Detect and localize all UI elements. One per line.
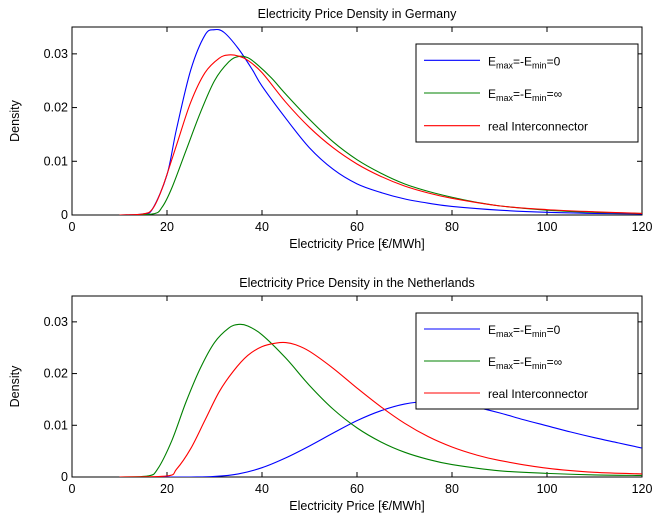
y-tick-label: 0 bbox=[61, 208, 68, 222]
legend-text-part: max bbox=[496, 93, 514, 103]
legend-text-part: =-E bbox=[513, 323, 532, 337]
legend-text-part: =0 bbox=[547, 323, 561, 337]
legend-entry: Emax=-Emin=∞ bbox=[488, 355, 562, 371]
y-tick-label: 0.02 bbox=[44, 101, 68, 115]
legend-text-part: max bbox=[496, 329, 514, 339]
x-tick-label: 60 bbox=[350, 220, 364, 234]
y-tick-label: 0.03 bbox=[44, 315, 68, 329]
legend-entry: real Interconnector bbox=[488, 387, 588, 401]
legend-text-part: =0 bbox=[547, 54, 561, 68]
y-tick-label: 0 bbox=[61, 470, 68, 484]
legend-text-part: min bbox=[532, 93, 547, 103]
legend-text-part: =-E bbox=[513, 54, 532, 68]
x-tick-label: 0 bbox=[69, 482, 76, 496]
legend-text-part: =∞ bbox=[547, 355, 563, 369]
series-line-2 bbox=[119, 323, 642, 477]
legend-text-part: min bbox=[532, 60, 547, 70]
x-tick-label: 60 bbox=[350, 482, 364, 496]
legend-text-part: =∞ bbox=[547, 87, 563, 101]
y-tick-label: 0.01 bbox=[44, 154, 68, 168]
x-tick-label: 20 bbox=[160, 482, 174, 496]
y-tick-label: 0.02 bbox=[44, 367, 68, 381]
chart-panel-1: Electricity Price Density in Germany 0 20 4… bbox=[8, 7, 652, 251]
legend-text-part: real Interconnector bbox=[488, 120, 588, 134]
series-line-1 bbox=[119, 400, 642, 477]
legend-text-part: E bbox=[488, 323, 496, 337]
y-tick-label: 0.03 bbox=[44, 47, 68, 61]
legend-entry: Emax=-Emin=0 bbox=[488, 54, 561, 70]
legend-text-part: max bbox=[496, 361, 514, 371]
y-axis-label: Density bbox=[8, 99, 22, 141]
x-tick-label: 100 bbox=[537, 482, 558, 496]
y-tick-label: 0.01 bbox=[44, 418, 68, 432]
legend-entry: real Interconnector bbox=[488, 120, 588, 134]
x-tick-label: 40 bbox=[255, 482, 269, 496]
legend-text-part: E bbox=[488, 87, 496, 101]
y-axis-label: Density bbox=[8, 365, 22, 407]
legend-entry: Emax=-Emin=∞ bbox=[488, 87, 562, 103]
x-tick-label: 120 bbox=[632, 482, 653, 496]
x-tick-label: 20 bbox=[160, 220, 174, 234]
x-axis-label: Electricity Price [€/MWh] bbox=[289, 499, 424, 513]
x-tick-label: 100 bbox=[537, 220, 558, 234]
legend-text-part: E bbox=[488, 54, 496, 68]
legend-text-part: min bbox=[532, 361, 547, 371]
chart-title: Electricity Price Density in Germany bbox=[258, 7, 457, 21]
x-tick-label: 80 bbox=[445, 482, 459, 496]
legend-entry: Emax=-Emin=0 bbox=[488, 323, 561, 339]
legend-text-part: =-E bbox=[513, 87, 532, 101]
x-tick-label: 80 bbox=[445, 220, 459, 234]
series-line-1 bbox=[119, 28, 642, 215]
x-tick-label: 40 bbox=[255, 220, 269, 234]
legend-text-part: E bbox=[488, 355, 496, 369]
chart-title: Electricity Price Density in the Netherl… bbox=[239, 276, 475, 290]
legend-text-part: =-E bbox=[513, 355, 532, 369]
chart-panel-2: Electricity Price Density in the Netherl… bbox=[8, 276, 652, 513]
series-line-3 bbox=[119, 54, 642, 215]
legend-text-part: min bbox=[532, 329, 547, 339]
x-tick-label: 0 bbox=[69, 220, 76, 234]
x-tick-label: 120 bbox=[632, 220, 653, 234]
series-line-3 bbox=[119, 341, 642, 477]
legend-text-part: max bbox=[496, 60, 514, 70]
x-axis-label: Electricity Price [€/MWh] bbox=[289, 237, 424, 251]
legend-text-part: real Interconnector bbox=[488, 387, 588, 401]
